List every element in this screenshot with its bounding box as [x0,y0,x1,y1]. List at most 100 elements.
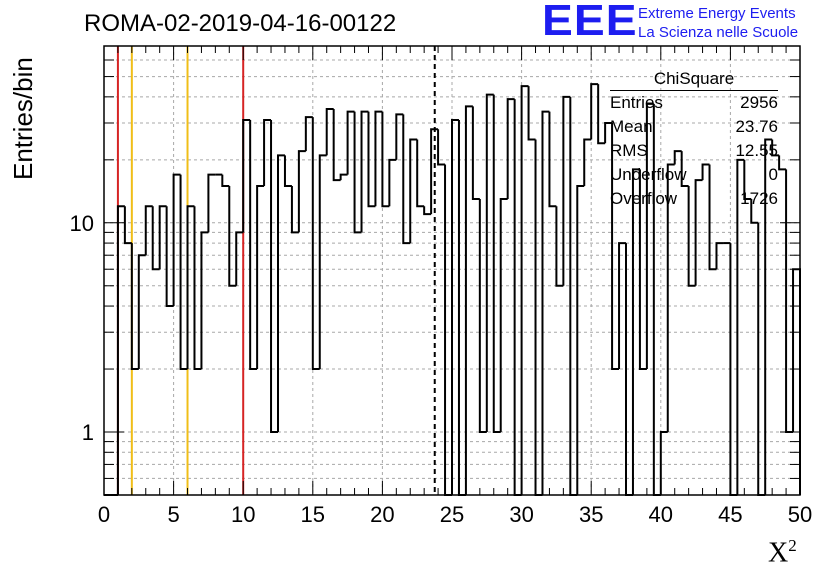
histogram-bin [116,205,125,495]
histogram-bin [144,205,153,256]
histogram-bin [437,129,446,166]
stats-box: ChiSquare Entries 2956 Mean 23.76 RMS 12… [610,68,778,211]
histogram-bin [492,94,501,434]
histogram-bin [506,98,515,199]
histogram-bin [346,110,355,175]
x-tick-label: 10 [231,502,255,527]
histogram-bin [444,164,452,496]
histogram-bin [430,128,439,215]
y-tick-label: 1 [82,420,94,445]
histogram-bin [395,113,404,160]
histogram-bin [645,102,654,370]
histogram-bin [158,205,167,270]
histogram-bin [186,205,195,370]
histogram-bin [541,110,550,495]
histogram-bin [618,242,626,370]
histogram-bin [750,198,759,224]
histogram-bin [792,268,801,495]
stats-label: Entries [610,93,663,112]
histogram-bin [423,206,432,216]
histogram-bin [332,108,341,182]
histogram-bin [687,185,696,287]
histogram-bin [402,114,411,245]
stats-row-mean: Mean 23.76 [610,115,778,139]
histogram-bin [736,158,745,495]
histogram-bin [680,151,689,187]
histogram-bin [297,150,306,233]
histogram-bin [513,99,522,496]
histogram-bin [311,117,320,371]
histogram-bin [520,85,529,495]
x-tick-label: 30 [509,502,533,527]
stats-title: ChiSquare [610,68,778,91]
histogram-bin [228,185,237,287]
x-tick-label: 45 [718,502,742,527]
histogram-bin [611,122,620,371]
histogram-bin [207,173,216,233]
stats-row-underflow: Underflow 0 [610,163,778,187]
axis-ticks [103,46,801,495]
histogram-bin [562,95,571,286]
x-tick-label: 20 [370,502,394,527]
histogram-bin [701,163,710,181]
histogram-bin [555,206,564,287]
histogram-bars [104,83,801,496]
x-tick-label: 40 [649,502,673,527]
histogram-bin [478,198,487,434]
chart-title: ROMA-02-2019-04-16-00122 [84,10,397,37]
stats-row-entries: Entries 2956 [610,91,778,115]
histogram-bin [263,119,272,186]
x-axis-label-base: X [768,537,789,569]
histogram-bin [193,206,202,371]
histogram-bin [451,119,459,495]
x-tick-label: 15 [301,502,325,527]
tick-labels: 0 5 10 15 20 25 30 35 40 45 50 1 10 [70,211,813,527]
stats-value: 0 [768,165,778,184]
x-axis-label-superscript: 2 [788,536,797,555]
histogram-bin [374,110,383,207]
stats-row-rms: RMS 12.55 [610,139,778,163]
histogram-bin [471,106,480,200]
histogram-bin [590,83,599,140]
histogram-bin [200,231,209,370]
histogram-bin [318,154,327,370]
histogram-bin [367,111,376,208]
histogram-bin [764,138,773,495]
stats-label: Underflow [610,165,687,184]
histogram-bin [165,206,174,308]
histogram-bin [409,138,418,244]
stats-value: 1726 [740,189,778,208]
histogram-bin [785,169,794,434]
x-tick-label: 5 [167,502,179,527]
logo-line-2: La Scienza nelle Scuole [638,24,799,41]
histogram-bin [569,96,578,496]
histogram-bin [778,155,787,171]
histogram-bin [242,119,251,233]
histogram-bin [283,155,292,187]
histogram-bin [339,173,348,181]
histogram-bin [256,184,265,370]
histogram-bin [743,159,752,200]
logo-line-1: Extreme Energy Events [638,5,796,22]
histogram-bin [325,107,334,156]
histogram-bin [172,173,181,307]
histogram-bin [708,164,717,271]
x-tick-label: 50 [788,502,812,527]
histogram-bin [631,168,640,495]
stats-label: Mean [610,117,653,136]
histogram-bin [604,121,613,144]
histogram-bin [638,169,647,371]
histogram-bin [694,179,703,286]
histogram-bin [499,197,508,433]
stats-value: 2956 [740,93,778,112]
histogram-bin [666,163,675,433]
histogram-bin [388,158,397,207]
histogram-bin [130,243,139,371]
histogram-bin [270,120,278,434]
histogram-bin [151,206,160,271]
histogram-bin [527,86,536,141]
histogram-bin [548,111,557,208]
histogram-bin [179,174,188,371]
histogram-bin [304,116,313,152]
y-tick-label: 10 [70,211,94,236]
